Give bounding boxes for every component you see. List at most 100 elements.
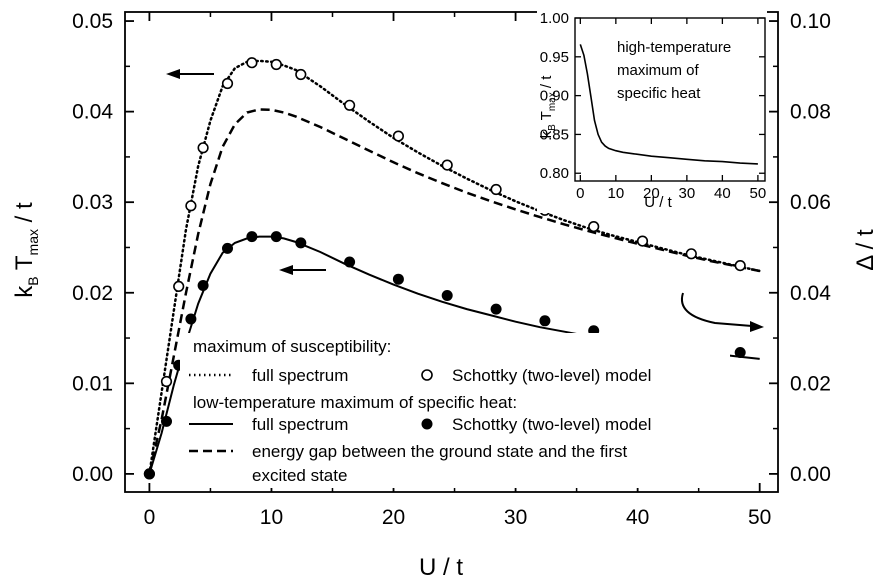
series-1-point	[295, 68, 307, 81]
y-left-label-sub-b: B	[25, 276, 41, 285]
inset-x-tick-label: 30	[679, 185, 696, 202]
legend: maximum of susceptibility: full spectrum…	[180, 333, 730, 488]
svg-text:kB Tmax / t: kB Tmax / t	[538, 75, 558, 139]
y-right-tick-label: 0.08	[790, 101, 831, 124]
series-1-point	[344, 99, 356, 111]
y-left-tick-label: 0.00	[72, 463, 113, 486]
inset-annotation-line2: maximum of	[617, 62, 700, 79]
series-1-point	[685, 248, 697, 260]
series-1-point	[270, 58, 282, 71]
series-1-point	[441, 159, 453, 171]
series-1-point	[173, 280, 185, 293]
inset: 0 10 20 30 40 50 0.80 0.85 0.90 0.95 1.00 U / t kB…	[537, 5, 767, 213]
y-right-tick-label: 0.10	[790, 10, 831, 33]
legend-item-schottky-2: Schottky (two-level) model	[452, 415, 651, 434]
inset-x-tick-label: 0	[576, 185, 584, 202]
series-4-line	[148, 108, 760, 475]
series-3-point	[143, 468, 155, 480]
inset-x-tick-label: 20	[643, 185, 660, 202]
y-left-tick-label: 0.02	[72, 282, 113, 305]
inset-frame	[574, 17, 766, 182]
inset-y-tick-label: 0.95	[540, 49, 569, 66]
inset-x-tick-label: 40	[714, 185, 731, 202]
y-left-tick-label: 0.03	[72, 191, 113, 214]
y-right-tick-label: 0.06	[790, 191, 831, 214]
inset-series-line	[579, 44, 758, 165]
series-3-point	[392, 273, 404, 285]
plot-frame	[124, 11, 779, 493]
y-axis-right-label: Δ / t	[852, 229, 879, 271]
series-3-point	[222, 242, 233, 254]
series-1-point	[588, 221, 600, 233]
arrow-head-susceptibility	[166, 69, 180, 79]
series-1-point	[392, 130, 405, 142]
y-right-tick-label: 0.02	[790, 372, 831, 395]
x-tick-label: 10	[260, 506, 283, 529]
inset-x-tick-label: 10	[607, 185, 624, 202]
y-left-label-sub-max: max	[25, 229, 41, 255]
series-0-line	[148, 59, 761, 476]
series-3-point	[734, 347, 746, 358]
series-1-point	[246, 57, 258, 69]
inset-y-label-k: k	[538, 130, 555, 138]
x-tick-label: 40	[626, 506, 649, 529]
series-3-point	[246, 231, 258, 243]
inset-y-label-sub-max: max	[547, 92, 558, 111]
series-3-point	[539, 315, 551, 327]
inset-y-label-sub-b: B	[547, 124, 558, 131]
legend-heading-specific-heat: low-temperature maximum of specific heat…	[193, 393, 517, 412]
y-left-label-k: k	[11, 285, 38, 298]
inset-annotation-line1: high-temperature	[617, 39, 731, 56]
legend-heading-susceptibility: maximum of susceptibility:	[193, 337, 391, 356]
legend-item-gap-line2: excited state	[252, 466, 347, 485]
legend-marker-open-circle	[421, 369, 433, 381]
annotation-arrows	[166, 69, 764, 332]
y-left-tick-label: 0.05	[72, 10, 113, 33]
y-left-label-tail: / t	[11, 202, 38, 229]
series-1-point	[636, 235, 649, 247]
series-3-point	[197, 280, 209, 291]
series-3-point	[161, 415, 172, 427]
inset-background	[537, 5, 767, 213]
inset-y-tick-label: 0.90	[540, 88, 569, 105]
inset-y-label-tail: / t	[538, 75, 555, 93]
series-3-point	[270, 231, 282, 243]
inset-x-axis-label: U / t	[644, 194, 672, 211]
legend-marker-filled-circle	[421, 418, 433, 430]
legend-background	[180, 333, 730, 488]
series-3-point	[185, 313, 197, 325]
inset-y-tick-label: 1.00	[540, 10, 569, 27]
inset-annotation-line3: specific heat	[617, 85, 701, 102]
series-1-point	[734, 260, 746, 272]
svg-text:kB Tmax / t: kB Tmax / t	[11, 202, 41, 298]
arrow-head-specific-heat	[279, 265, 293, 275]
inset-x-tick-label: 50	[750, 185, 767, 202]
series-3-point	[490, 303, 502, 315]
y-right-tick-label: 0.00	[790, 463, 831, 486]
inset-y-tick-label: 0.80	[540, 165, 569, 182]
legend-item-full-spectrum-1: full spectrum	[252, 366, 348, 385]
arrow-head-gap	[750, 321, 764, 332]
inset-y-label-t: T	[538, 111, 555, 124]
x-tick-label: 50	[748, 506, 771, 529]
x-axis-label: U / t	[419, 554, 463, 581]
legend-item-gap-line1: energy gap between the ground state and …	[252, 442, 627, 461]
y-left-label-t: T	[11, 255, 38, 276]
inset-y-tick-label: 0.85	[540, 126, 569, 143]
series-1-point	[185, 200, 197, 212]
series-3-point	[344, 256, 356, 268]
inset-y-axis-label: kB Tmax / t	[538, 75, 558, 139]
legend-item-full-spectrum-2: full spectrum	[252, 415, 348, 434]
y-right-label-text: Δ / t	[852, 229, 879, 271]
series-1-point	[221, 77, 234, 90]
x-tick-label: 0	[144, 506, 156, 529]
y-axis-left-label: kB Tmax / t	[11, 202, 41, 298]
x-tick-label: 30	[504, 506, 527, 529]
y-left-tick-label: 0.04	[72, 101, 113, 124]
series-3-point	[441, 290, 453, 301]
arrow-right-gap	[680, 292, 753, 327]
series-1-point	[197, 142, 209, 154]
legend-item-schottky-1: Schottky (two-level) model	[452, 366, 651, 385]
x-tick-label: 20	[382, 506, 405, 529]
